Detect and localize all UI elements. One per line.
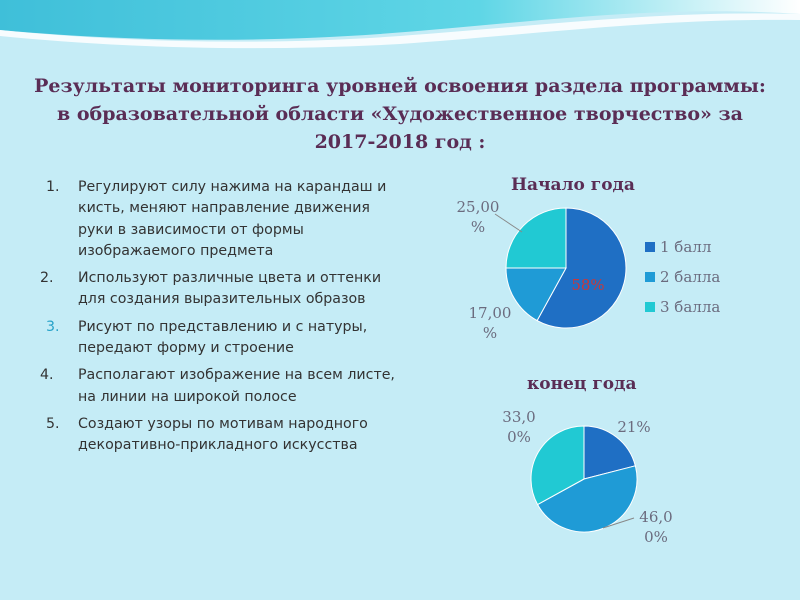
list-item: 3. Рисуют по представлению и с натуры, п… [40, 317, 400, 360]
chart-title-start: Начало года [511, 175, 635, 195]
list-item-text: Используют различные цвета и оттенки для… [78, 270, 382, 308]
end-leader-line [602, 517, 635, 529]
list-item-number: 1. [46, 179, 60, 195]
list-item-text: Располагают изображение на всем листе, н… [78, 367, 395, 405]
chart-title-end: конец года [527, 374, 637, 394]
legend-label: 3 балла [660, 298, 720, 316]
start-pie-slice [536, 207, 627, 329]
list-item: 5. Создают узоры по мотивам народного де… [40, 414, 400, 457]
end-pie-slice [583, 425, 636, 480]
end-data-label: 46,0 0% [639, 508, 672, 546]
criteria-list: 1. Регулируют силу нажима на карандаш и … [40, 177, 400, 463]
legend-swatch [645, 242, 655, 252]
list-item: 1. Регулируют силу нажима на карандаш и … [40, 177, 400, 262]
start-pie-slice [505, 207, 567, 269]
legend-swatch [645, 272, 655, 282]
legend-label: 1 балл [660, 238, 711, 256]
list-item-text: Рисуют по представлению и с натуры, пере… [78, 318, 368, 357]
end-pie-slice [536, 465, 638, 533]
start-data-label: 25,00% [457, 198, 500, 236]
start-pie-slice [505, 267, 567, 322]
start-leader-line [494, 213, 523, 233]
start-data-label: 58% [571, 276, 604, 294]
header-wave [0, 0, 800, 49]
slide-title: Результаты мониторинга уровней освоения … [34, 75, 766, 153]
list-item-number: 3. [46, 318, 60, 335]
list-item: 4. Располагают изображение на всем листе… [40, 365, 400, 408]
start-data-label: 17,00% [469, 304, 512, 342]
list-item-number: 5. [46, 415, 60, 432]
list-item-text: Создают узоры по мотивам народного декор… [78, 415, 368, 454]
legend-label: 2 балла [660, 268, 720, 286]
end-pie-slice [530, 425, 585, 506]
legend-swatch [645, 302, 655, 312]
list-item-number: 4. [40, 367, 54, 384]
list-item-number: 2. [40, 270, 54, 287]
end-data-label: 33,0 0% [502, 408, 535, 446]
list-item-text: Регулируют силу нажима на карандаш и кис… [78, 179, 387, 259]
end-data-label: 21% [617, 418, 650, 436]
list-item: 2. Используют различные цвета и оттенки … [40, 268, 400, 311]
